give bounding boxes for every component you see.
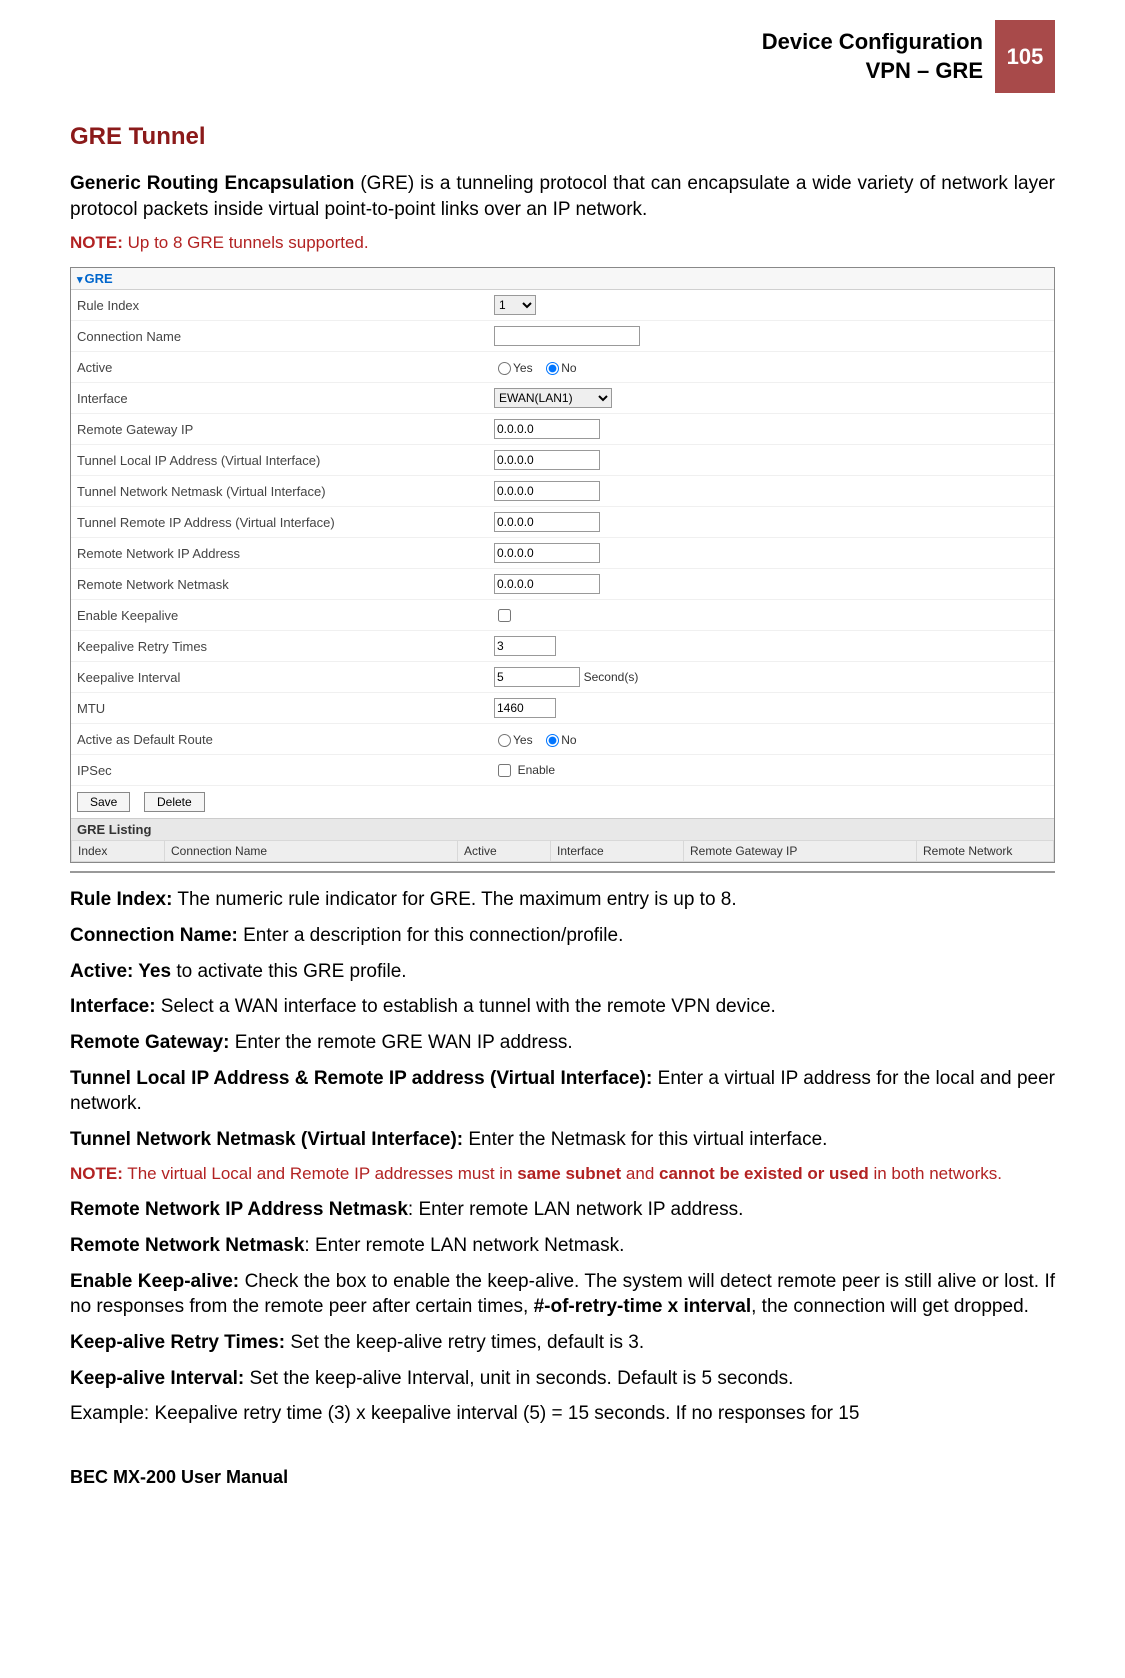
note-top-bold: NOTE:	[70, 233, 123, 252]
label-retry: Keepalive Retry Times	[71, 631, 488, 662]
radio-active-no[interactable]	[546, 362, 559, 375]
note-top-rest: Up to 8 GRE tunnels supported.	[123, 233, 369, 252]
input-conn-name[interactable]	[494, 326, 640, 346]
label-defroute-no: No	[561, 733, 576, 747]
gre-form-table: Rule Index 1 Connection Name Active Yes …	[71, 290, 1054, 818]
page-number: 105	[1007, 44, 1044, 70]
select-rule-index[interactable]: 1	[494, 295, 536, 315]
page-header: Device Configuration VPN – GRE 105	[70, 20, 1055, 93]
desc-tnm: Tunnel Network Netmask (Virtual Interfac…	[70, 1127, 1055, 1153]
label-defroute-yes: Yes	[513, 733, 533, 747]
desc-active: Active: Yes to activate this GRE profile…	[70, 959, 1055, 985]
col-active: Active	[458, 841, 551, 862]
label-active-no: No	[561, 361, 576, 375]
label-tun-netmask: Tunnel Network Netmask (Virtual Interfac…	[71, 476, 488, 507]
desc-example: Example: Keepalive retry time (3) x keep…	[70, 1401, 1055, 1427]
label-rnet-ip: Remote Network IP Address	[71, 538, 488, 569]
label-tun-local: Tunnel Local IP Address (Virtual Interfa…	[71, 445, 488, 476]
label-conn-name: Connection Name	[71, 321, 488, 352]
label-defroute: Active as Default Route	[71, 724, 488, 755]
col-index: Index	[72, 841, 165, 862]
col-iface: Interface	[551, 841, 684, 862]
select-interface[interactable]: EWAN(LAN1)	[494, 388, 612, 408]
input-tun-local[interactable]	[494, 450, 600, 470]
desc-conn: Connection Name: Enter a description for…	[70, 923, 1055, 949]
header-title: Device Configuration VPN – GRE	[762, 20, 995, 93]
input-mtu[interactable]	[494, 698, 556, 718]
gre-panel: GRE Rule Index 1 Connection Name Active …	[70, 267, 1055, 863]
col-conn: Connection Name	[165, 841, 458, 862]
save-button[interactable]: Save	[77, 792, 130, 812]
footer: BEC MX-200 User Manual	[70, 1467, 1055, 1488]
checkbox-keepalive[interactable]	[498, 609, 511, 622]
label-rnet-mask: Remote Network Netmask	[71, 569, 488, 600]
page-number-box: 105	[995, 20, 1055, 93]
input-rnet-mask[interactable]	[494, 574, 600, 594]
label-keepalive: Enable Keepalive	[71, 600, 488, 631]
interval-suffix: Second(s)	[584, 670, 639, 684]
input-rnet-ip[interactable]	[494, 543, 600, 563]
radio-defroute-yes[interactable]	[498, 734, 511, 747]
header-line2: VPN – GRE	[866, 58, 983, 83]
listing-table: Index Connection Name Active Interface R…	[71, 840, 1054, 862]
desc-iface: Interface: Select a WAN interface to est…	[70, 994, 1055, 1020]
label-ipsec: IPSec	[71, 755, 488, 786]
desc-eka: Enable Keep-alive: Check the box to enab…	[70, 1269, 1055, 1320]
label-active-yes: Yes	[513, 361, 533, 375]
section-title: GRE Tunnel	[70, 123, 1055, 151]
header-line1: Device Configuration	[762, 29, 983, 54]
radio-defroute-no[interactable]	[546, 734, 559, 747]
label-interval: Keepalive Interval	[71, 662, 488, 693]
input-interval[interactable]	[494, 667, 580, 687]
ipsec-suffix: Enable	[518, 763, 555, 777]
desc-rnetm: Remote Network Netmask: Enter remote LAN…	[70, 1233, 1055, 1259]
checkbox-ipsec[interactable]	[498, 764, 511, 777]
desc-note2: NOTE: The virtual Local and Remote IP ad…	[70, 1163, 1055, 1186]
input-remote-gw[interactable]	[494, 419, 600, 439]
desc-kart: Keep-alive Retry Times: Set the keep-ali…	[70, 1330, 1055, 1356]
input-tun-remote[interactable]	[494, 512, 600, 532]
desc-rgw: Remote Gateway: Enter the remote GRE WAN…	[70, 1030, 1055, 1056]
intro-paragraph: Generic Routing Encapsulation (GRE) is a…	[70, 171, 1055, 222]
panel-header: GRE	[71, 268, 1054, 290]
col-rnet: Remote Network	[917, 841, 1054, 862]
label-mtu: MTU	[71, 693, 488, 724]
note-top: NOTE: Up to 8 GRE tunnels supported.	[70, 232, 1055, 255]
input-retry[interactable]	[494, 636, 556, 656]
label-rule-index: Rule Index	[71, 290, 488, 321]
separator	[70, 871, 1055, 873]
delete-button[interactable]: Delete	[144, 792, 205, 812]
desc-tlr: Tunnel Local IP Address & Remote IP addr…	[70, 1066, 1055, 1117]
label-interface: Interface	[71, 383, 488, 414]
col-rgw: Remote Gateway IP	[684, 841, 917, 862]
desc-kai: Keep-alive Interval: Set the keep-alive …	[70, 1366, 1055, 1392]
radio-active-yes[interactable]	[498, 362, 511, 375]
desc-rnetip: Remote Network IP Address Netmask: Enter…	[70, 1197, 1055, 1223]
label-remote-gw: Remote Gateway IP	[71, 414, 488, 445]
input-tun-netmask[interactable]	[494, 481, 600, 501]
label-active: Active	[71, 352, 488, 383]
label-tun-remote: Tunnel Remote IP Address (Virtual Interf…	[71, 507, 488, 538]
listing-title: GRE Listing	[71, 818, 1054, 840]
intro-bold: Generic Routing Encapsulation	[70, 173, 354, 194]
desc-rule-index: Rule Index: The numeric rule indicator f…	[70, 887, 1055, 913]
